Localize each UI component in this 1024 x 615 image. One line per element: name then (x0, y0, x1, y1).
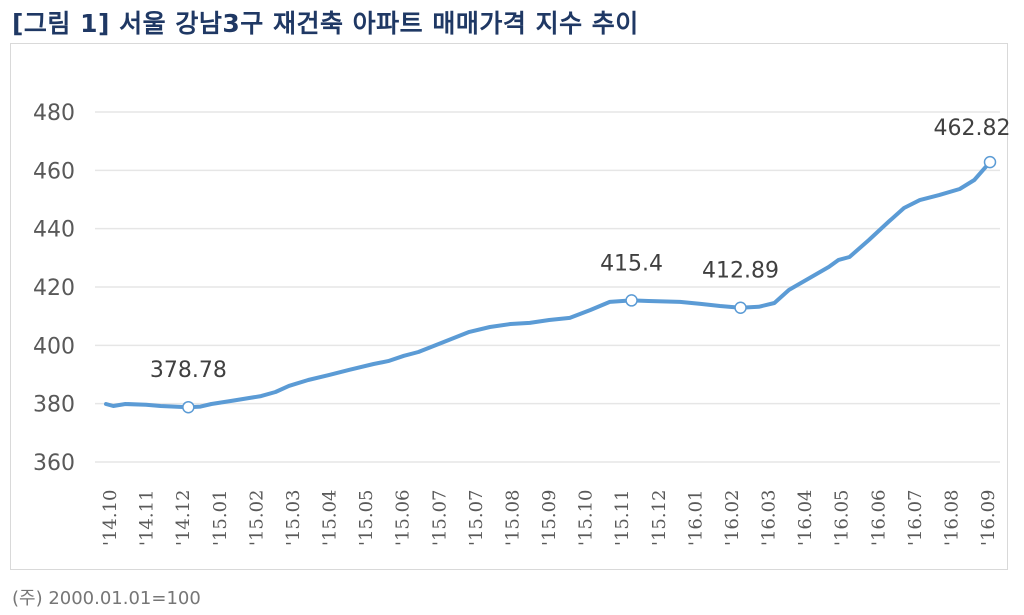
x-tick-label: '15.01 (210, 490, 231, 546)
x-tick-label: '15.06 (393, 490, 414, 546)
x-tick-label: '15.12 (649, 490, 670, 546)
x-tick-label: '16.07 (905, 490, 926, 546)
x-tick-label: '15.07 (466, 490, 487, 546)
x-tick-label: '15.02 (246, 490, 267, 546)
x-tick-label: '16.08 (941, 490, 962, 546)
data-point-marker (182, 400, 195, 414)
y-tick-label: 440 (33, 218, 75, 243)
x-tick-label: '15.07 (429, 490, 450, 546)
x-tick-label: '14.12 (173, 490, 194, 546)
x-tick-label: '14.11 (137, 490, 158, 546)
x-tick-label: '16.09 (978, 490, 999, 546)
x-tick-label: '16.03 (759, 490, 780, 546)
x-tick-label: '15.10 (576, 490, 597, 546)
data-point-marker (625, 294, 638, 307)
x-tick-label: '14.10 (100, 490, 121, 546)
data-label: 378.78 (150, 358, 227, 383)
x-tick-label: '16.02 (722, 490, 743, 546)
footnote: (주) 2000.01.01=100 (12, 588, 201, 609)
data-point-marker (983, 155, 997, 169)
data-label: 412.89 (702, 259, 779, 284)
x-tick-label: '16.06 (868, 490, 889, 546)
y-tick-label: 400 (33, 334, 75, 359)
x-tick-label: '16.04 (795, 490, 816, 546)
x-tick-label: '15.11 (612, 490, 633, 546)
data-label: 415.4 (600, 251, 663, 276)
x-tick-label: '15.09 (539, 490, 560, 546)
data-label: 462.82 (934, 116, 1011, 141)
x-tick-label: '15.08 (502, 490, 523, 546)
chart-frame (10, 43, 1008, 570)
y-tick-label: 420 (33, 276, 75, 301)
x-tick-label: '15.05 (356, 490, 377, 546)
y-tick-label: 380 (33, 393, 75, 418)
y-tick-label: 480 (33, 101, 75, 126)
y-tick-label: 360 (33, 451, 75, 476)
x-tick-label: '16.01 (685, 490, 706, 546)
x-tick-label: '15.03 (283, 490, 304, 546)
x-tick-label: '15.04 (320, 490, 341, 546)
x-tick-label: '16.05 (832, 490, 853, 546)
chart-title: [그림 1] 서울 강남3구 재건축 아파트 매매가격 지수 추이 (12, 9, 639, 38)
data-point-marker (734, 301, 747, 314)
series-line (104, 160, 992, 410)
y-tick-label: 460 (33, 159, 75, 184)
